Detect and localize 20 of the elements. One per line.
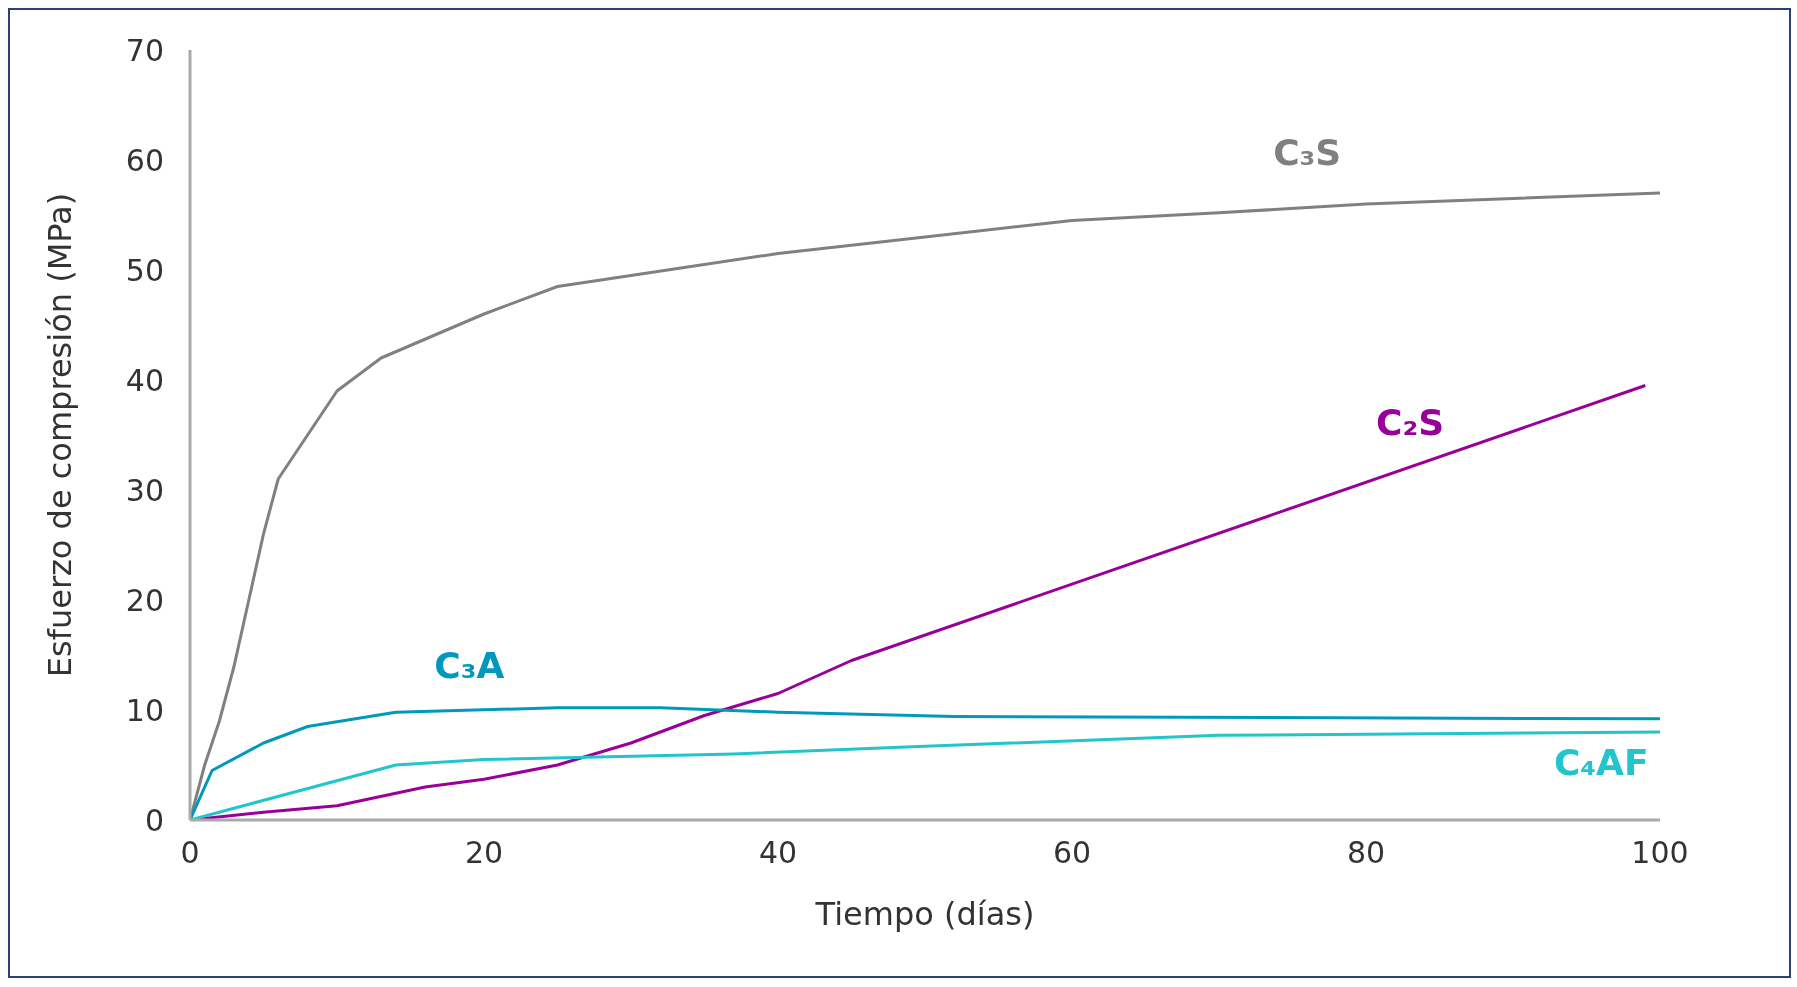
y-tick-label: 70	[125, 32, 164, 68]
y-tick-label: 50	[125, 252, 164, 288]
y-tick-label: 60	[125, 142, 164, 178]
y-tick-label: 20	[125, 582, 164, 618]
x-tick-label: 40	[758, 835, 798, 871]
y-tick-label: 0	[144, 802, 164, 838]
series-label: C₄AF	[1553, 742, 1649, 784]
x-tick-label: 60	[1052, 835, 1092, 871]
y-tick-label: 40	[125, 362, 164, 398]
x-tick-label: 80	[1346, 835, 1386, 871]
x-tick-label: 0	[180, 835, 200, 871]
y-tick-label: 30	[125, 472, 164, 508]
series-label: C₂S	[1376, 401, 1445, 443]
y-axis-title: Esfuerzo de compresión (MPa)	[41, 192, 80, 678]
x-axis-title: Tiempo (días)	[814, 895, 1035, 933]
x-tick-label: 100	[1631, 835, 1689, 871]
series-label: C₃A	[434, 644, 505, 686]
x-tick-label: 20	[464, 835, 504, 871]
y-tick-label: 10	[125, 692, 164, 728]
series-label: C₃S	[1273, 132, 1342, 174]
